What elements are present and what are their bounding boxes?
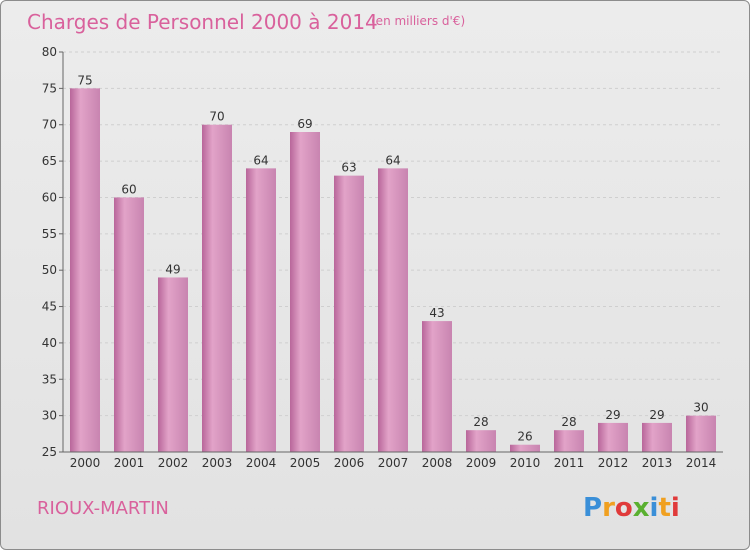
- x-tick-label: 2007: [378, 456, 409, 470]
- x-tick-label: 2010: [510, 456, 541, 470]
- x-tick-label: 2008: [422, 456, 453, 470]
- value-label: 75: [77, 73, 92, 87]
- commune-name: RIOUX-MARTIN: [37, 498, 169, 519]
- x-tick-label: 2000: [70, 456, 101, 470]
- value-label: 26: [517, 430, 532, 444]
- bar-2012: [598, 422, 628, 452]
- y-tick-label: 60: [42, 190, 57, 204]
- value-label: 49: [165, 262, 180, 276]
- bar-2008: [422, 321, 452, 452]
- value-label: 70: [209, 110, 224, 124]
- x-tick-label: 2003: [202, 456, 233, 470]
- y-tick-label: 55: [42, 227, 57, 241]
- y-tick-label: 45: [42, 300, 57, 314]
- x-tick-label: 2009: [466, 456, 497, 470]
- x-tick-label: 2004: [246, 456, 277, 470]
- x-axis: 2000 2001 2002 2003 2004 2005 2006 2007 2008 2009…: [63, 451, 723, 470]
- bar-2007: [378, 168, 408, 452]
- value-label: 64: [385, 153, 400, 167]
- value-label: 60: [121, 182, 136, 196]
- chart-subtitle: (en milliers d'€): [371, 14, 465, 28]
- bar-2011: [554, 430, 584, 452]
- y-tick-label: 65: [42, 154, 57, 168]
- y-tick-label: 30: [42, 409, 57, 423]
- proxiti-logo: Proxiti: [583, 493, 680, 523]
- x-tick-label: 2005: [290, 456, 321, 470]
- value-label: 28: [561, 415, 576, 429]
- y-tick-label: 25: [42, 445, 57, 459]
- chart-title: Charges de Personnel 2000 à 2014: [27, 10, 378, 34]
- bar-2002: [158, 277, 188, 452]
- bar-2006: [334, 175, 364, 453]
- y-tick-label: 35: [42, 372, 57, 386]
- bar-2000: [70, 88, 100, 452]
- value-label: 64: [253, 153, 268, 167]
- x-tick-label: 2002: [158, 456, 189, 470]
- value-label: 29: [605, 408, 620, 422]
- bar-2009: [466, 430, 496, 452]
- value-label: 29: [649, 408, 664, 422]
- y-tick-label: 75: [42, 81, 57, 95]
- y-tick-label: 80: [42, 45, 57, 59]
- value-label: 63: [341, 161, 356, 175]
- bar-2010: [510, 444, 540, 452]
- y-tick-label: 50: [42, 263, 57, 277]
- x-tick-label: 2012: [598, 456, 629, 470]
- value-label: 28: [473, 415, 488, 429]
- x-tick-label: 2011: [554, 456, 585, 470]
- x-tick-label: 2013: [642, 456, 673, 470]
- bar-2005: [290, 132, 320, 452]
- value-label: 30: [693, 401, 708, 415]
- bar-2013: [642, 422, 672, 452]
- bar-2003: [202, 124, 232, 453]
- bar-2004: [246, 168, 276, 452]
- bars: 75 60 49 70 64 69 63 64 43 28 26 28 29 29 30: [70, 73, 716, 453]
- y-axis: 25 30 35 40 45 50 55 60 65 70 75 80: [42, 45, 64, 459]
- y-tick-label: 40: [42, 336, 57, 350]
- value-label: 69: [297, 117, 312, 131]
- y-tick-label: 70: [42, 118, 57, 132]
- x-tick-label: 2001: [114, 456, 145, 470]
- value-label: 43: [429, 306, 444, 320]
- bar-2014: [686, 415, 716, 452]
- bar-2001: [114, 197, 144, 452]
- x-tick-label: 2006: [334, 456, 365, 470]
- x-tick-label: 2014: [686, 456, 717, 470]
